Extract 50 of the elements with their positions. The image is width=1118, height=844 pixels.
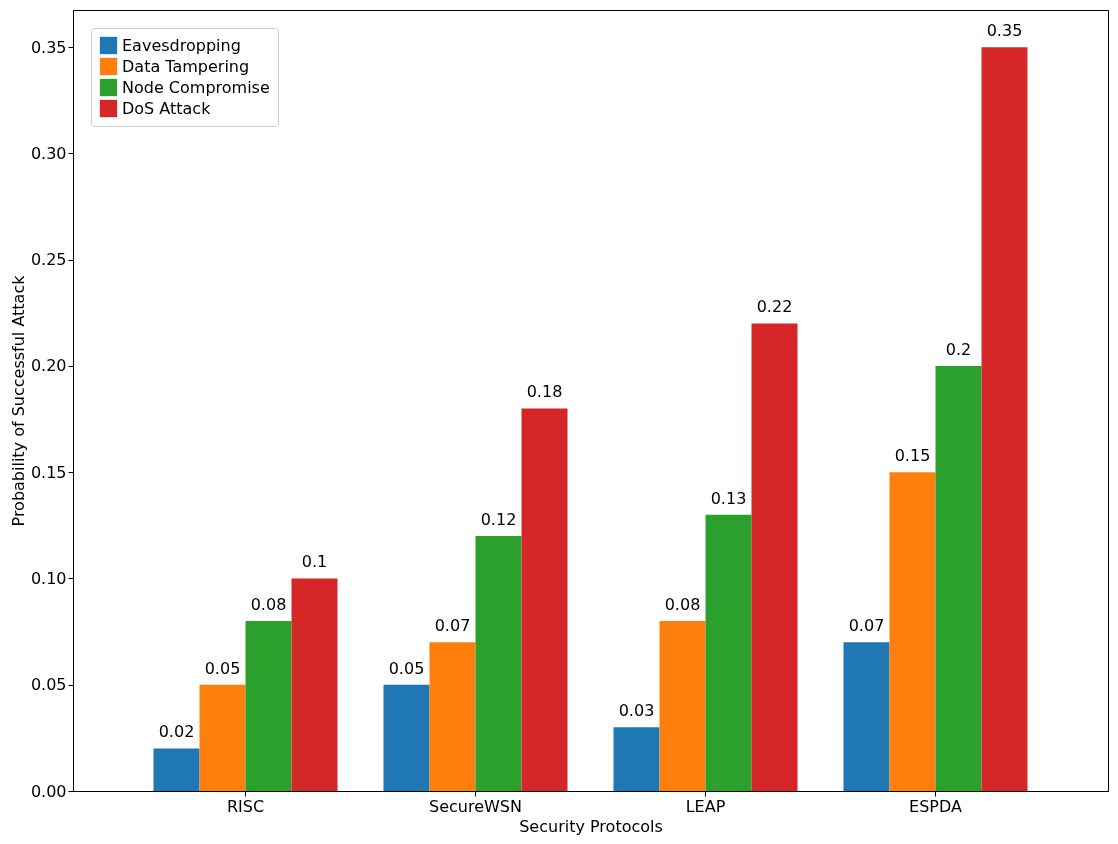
x-tick-label: ESPDA: [909, 796, 962, 816]
bar: [475, 535, 522, 791]
legend-label: Node Compromise: [122, 77, 270, 97]
data-label: 0.03: [618, 701, 655, 721]
legend-label: DoS Attack: [122, 98, 212, 118]
bar: [659, 620, 706, 791]
y-tick-label: 0.35: [30, 37, 67, 57]
x-tick-label: SecureWSN: [429, 796, 522, 816]
bar: [981, 47, 1028, 791]
bar: [291, 578, 338, 791]
bar: [521, 408, 568, 791]
legend-label: Eavesdropping: [122, 35, 241, 55]
bar: [153, 748, 200, 791]
data-label: 0.05: [388, 658, 425, 678]
bar: [245, 620, 292, 791]
data-label: 0.12: [480, 509, 517, 529]
data-label: 0.13: [710, 488, 747, 508]
x-axis-title: Security Protocols: [519, 816, 663, 836]
x-tick-label: RISC: [226, 796, 265, 816]
data-label: 0.02: [158, 722, 195, 742]
data-label: 0.35: [986, 21, 1023, 41]
y-tick-label: 0.00: [30, 781, 67, 801]
data-label: 0.07: [848, 616, 885, 636]
data-label: 0.07: [434, 616, 471, 636]
y-tick-label: 0.15: [30, 462, 67, 482]
data-label: 0.15: [894, 446, 931, 466]
bar: [843, 642, 890, 791]
bar: [383, 684, 430, 791]
y-axis-title: Probability of Successful Attack: [8, 274, 28, 527]
y-tick-label: 0.25: [30, 250, 67, 270]
data-label: 0.05: [204, 658, 241, 678]
bar: [613, 727, 660, 791]
legend-label: Data Tampering: [122, 56, 250, 76]
data-label: 0.1: [301, 552, 328, 572]
bar: [751, 323, 798, 791]
bar: [889, 472, 936, 791]
y-tick-label: 0.20: [30, 356, 67, 376]
bar: [429, 642, 476, 791]
bar: [705, 514, 752, 791]
y-tick-label: 0.05: [30, 675, 67, 695]
y-tick-label: 0.10: [30, 568, 67, 588]
y-tick-label: 0.30: [30, 143, 67, 163]
bar: [199, 684, 246, 791]
data-label: 0.22: [756, 297, 793, 317]
data-label: 0.18: [526, 382, 563, 402]
bar: [935, 365, 982, 791]
data-label: 0.08: [250, 594, 287, 614]
data-label: 0.2: [945, 339, 972, 359]
x-tick-label: LEAP: [685, 796, 726, 816]
data-label: 0.08: [664, 594, 701, 614]
